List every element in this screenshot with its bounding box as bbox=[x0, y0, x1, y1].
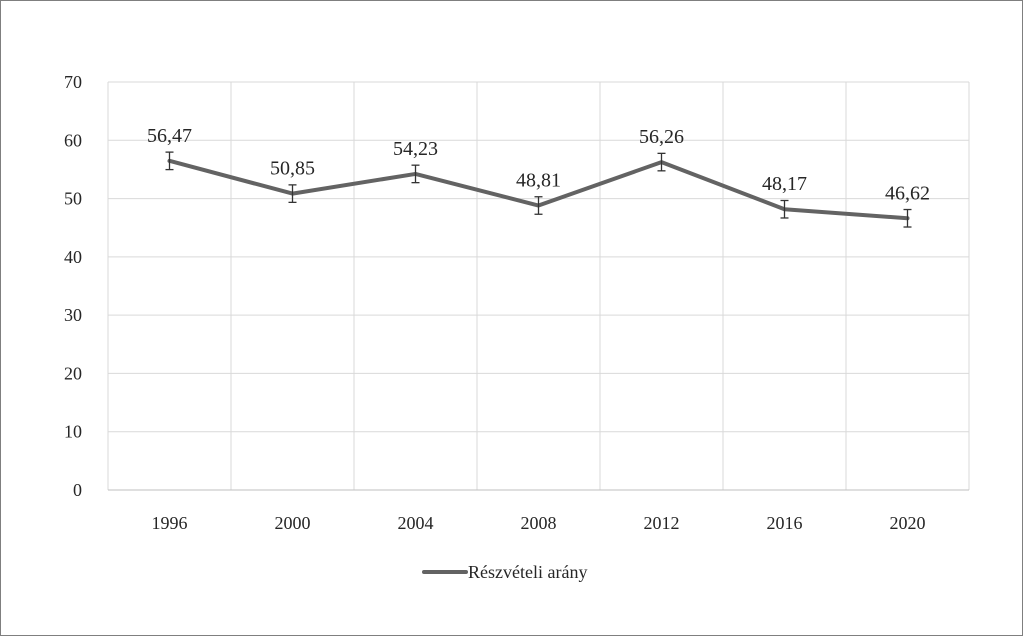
error-bar bbox=[657, 152, 666, 172]
series-layer bbox=[165, 151, 912, 228]
data-label: 48,81 bbox=[516, 170, 561, 192]
x-tick-label: 2012 bbox=[644, 513, 680, 533]
error-bar bbox=[411, 164, 420, 184]
x-tick-label: 2000 bbox=[275, 513, 311, 533]
x-tick-label: 2020 bbox=[890, 513, 926, 533]
axis-layer: 0 10 20 30 40 50 60 70 1996 2000 2004 2008 2012 2016 2… bbox=[64, 72, 969, 533]
error-bar bbox=[780, 199, 789, 219]
label-layer: 56,47 50,85 54,23 48,81 56,26 48,17 46,62 bbox=[147, 125, 930, 204]
data-label: 56,26 bbox=[639, 126, 684, 148]
y-tick-label: 0 bbox=[73, 480, 82, 500]
data-label: 50,85 bbox=[270, 158, 315, 180]
error-bar bbox=[288, 184, 297, 204]
x-tick-label: 2004 bbox=[398, 513, 434, 533]
error-bar bbox=[165, 151, 174, 171]
y-tick-label: 10 bbox=[64, 422, 82, 442]
error-bar bbox=[903, 208, 912, 228]
data-label: 46,62 bbox=[885, 182, 930, 204]
y-tick-label: 40 bbox=[64, 247, 82, 267]
y-tick-label: 50 bbox=[64, 189, 82, 209]
grid-layer bbox=[107, 81, 970, 490]
y-tick-label: 70 bbox=[64, 72, 82, 92]
y-tick-label: 30 bbox=[64, 305, 82, 325]
data-label: 56,47 bbox=[147, 125, 192, 147]
legend-label: Részvételi arány bbox=[468, 562, 587, 582]
x-tick-label: 1996 bbox=[152, 513, 188, 533]
y-tick-label: 60 bbox=[64, 130, 82, 150]
y-tick-label: 20 bbox=[64, 363, 82, 383]
x-tick-label: 2016 bbox=[767, 513, 803, 533]
legend: Részvételi arány bbox=[422, 562, 587, 582]
error-bar bbox=[534, 196, 543, 215]
x-tick-label: 2008 bbox=[521, 513, 557, 533]
data-label: 54,23 bbox=[393, 138, 438, 160]
data-label: 48,17 bbox=[762, 173, 807, 195]
